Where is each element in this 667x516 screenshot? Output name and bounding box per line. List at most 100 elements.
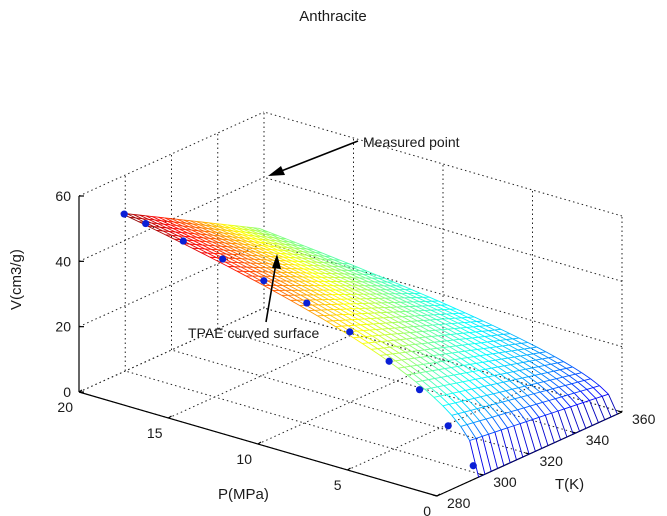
surface-mesh-line [541, 445, 549, 449]
surface-mesh-line [236, 228, 244, 230]
t-tick-mark [617, 410, 623, 413]
surface-mesh-line [397, 297, 408, 303]
surface-mesh-line [378, 335, 388, 342]
surface-mesh-line [512, 371, 523, 379]
surface-mesh-line [576, 404, 587, 429]
surface-mesh-line [358, 308, 369, 314]
surface-mesh-line [396, 346, 406, 353]
surface-mesh-line [487, 341, 497, 348]
surface-mesh-line [296, 276, 306, 282]
surface-mesh-line [217, 249, 227, 255]
surface-mesh-line [509, 378, 516, 382]
surface-mesh-line [243, 243, 253, 249]
surface-mesh-line [374, 341, 382, 343]
surface-mesh-line [485, 367, 492, 370]
surface-mesh-line [462, 380, 470, 383]
surface-mesh-line [478, 368, 486, 371]
surface-mesh-line [285, 260, 295, 266]
surface-mesh-line [438, 324, 449, 330]
surface-mesh-line [308, 276, 319, 282]
surface-mesh-line [464, 349, 472, 352]
surface-mesh-line [254, 280, 265, 286]
surface-mesh-line [413, 325, 421, 327]
measured-point [385, 357, 393, 365]
surface-mesh-line [442, 360, 449, 362]
surface-mesh-line [153, 226, 161, 228]
surface-mesh-line [168, 231, 179, 237]
surface-mesh-line [443, 347, 453, 354]
surface-mesh-line [211, 225, 218, 228]
surface-mesh-line [428, 305, 438, 311]
surface-mesh-line [228, 239, 238, 245]
surface-mesh-line [518, 337, 529, 343]
surface-mesh-line [466, 326, 474, 328]
surface-mesh-line [359, 277, 369, 283]
surface-mesh-line [503, 380, 510, 383]
surface-mesh-line [488, 360, 499, 368]
surface-mesh-line [475, 438, 486, 475]
surface-mesh-line [445, 323, 455, 329]
surface-mesh-line [255, 271, 266, 277]
surface-mesh-line [411, 289, 421, 294]
surface-mesh-line [186, 239, 197, 245]
surface-mesh-line [410, 331, 417, 334]
surface-mesh-line [233, 230, 240, 233]
surface-mesh-line [321, 276, 331, 282]
surface-mesh-line [499, 339, 510, 346]
surface-mesh-line [356, 273, 366, 279]
surface-mesh-line [539, 389, 547, 393]
surface-mesh-line [466, 424, 477, 439]
surface-mesh-line [418, 336, 426, 339]
surface-mesh-line [443, 346, 450, 348]
surface-mesh-line [442, 318, 452, 324]
surface-mesh-line [468, 378, 476, 381]
surface-mesh-line [272, 242, 282, 248]
surface-mesh-line [351, 319, 361, 326]
surface-mesh-line [558, 385, 566, 388]
surface-mesh-line [531, 367, 542, 375]
surface-mesh-line [247, 240, 254, 243]
surface-mesh-line [195, 244, 206, 250]
surface-mesh-line [273, 280, 283, 286]
surface-mesh-line [396, 345, 403, 347]
surface-mesh-line [392, 289, 402, 295]
surface-mesh-line [406, 374, 417, 383]
surface-mesh-line [346, 277, 356, 283]
surface-mesh-line [424, 349, 434, 356]
surface-mesh-line [501, 401, 512, 412]
surface-mesh-line [573, 430, 580, 435]
surface-mesh-line [184, 235, 194, 241]
surface-mesh-line [186, 222, 196, 228]
surface-mesh-line [281, 246, 291, 252]
surface-mesh-line [422, 331, 432, 337]
surface-mesh-line [410, 297, 420, 303]
surface-mesh-line [160, 220, 171, 226]
surface-mesh-line [499, 339, 507, 341]
surface-mesh-line [366, 270, 376, 276]
surface-mesh-line [291, 244, 301, 249]
surface-mesh-line [556, 376, 563, 380]
surface-mesh-line [467, 399, 478, 410]
surface-mesh-line [332, 265, 342, 271]
surface-mesh-line [133, 213, 140, 216]
surface-mesh-line [464, 350, 474, 358]
surface-mesh-line [421, 342, 429, 345]
surface-mesh-line [166, 227, 173, 229]
surface-mesh-line [453, 374, 464, 383]
surface-mesh-line [371, 277, 382, 283]
surface-mesh-line [403, 332, 411, 334]
surface-mesh-line [220, 245, 231, 251]
surface-mesh-line [589, 397, 596, 401]
surface-mesh-line [497, 333, 504, 336]
surface-mesh-line [361, 313, 371, 319]
surface-mesh-line [181, 232, 191, 238]
surface-mesh-line [458, 350, 465, 353]
surface-mesh-line [551, 410, 559, 414]
surface-mesh-line [394, 302, 404, 308]
surface-mesh-line [344, 273, 354, 279]
surface-mesh-line [291, 244, 298, 246]
surface-mesh-line [447, 304, 457, 310]
surface-mesh-line [272, 290, 282, 296]
surface-mesh-line [372, 298, 382, 304]
surface-mesh-line [362, 303, 372, 309]
